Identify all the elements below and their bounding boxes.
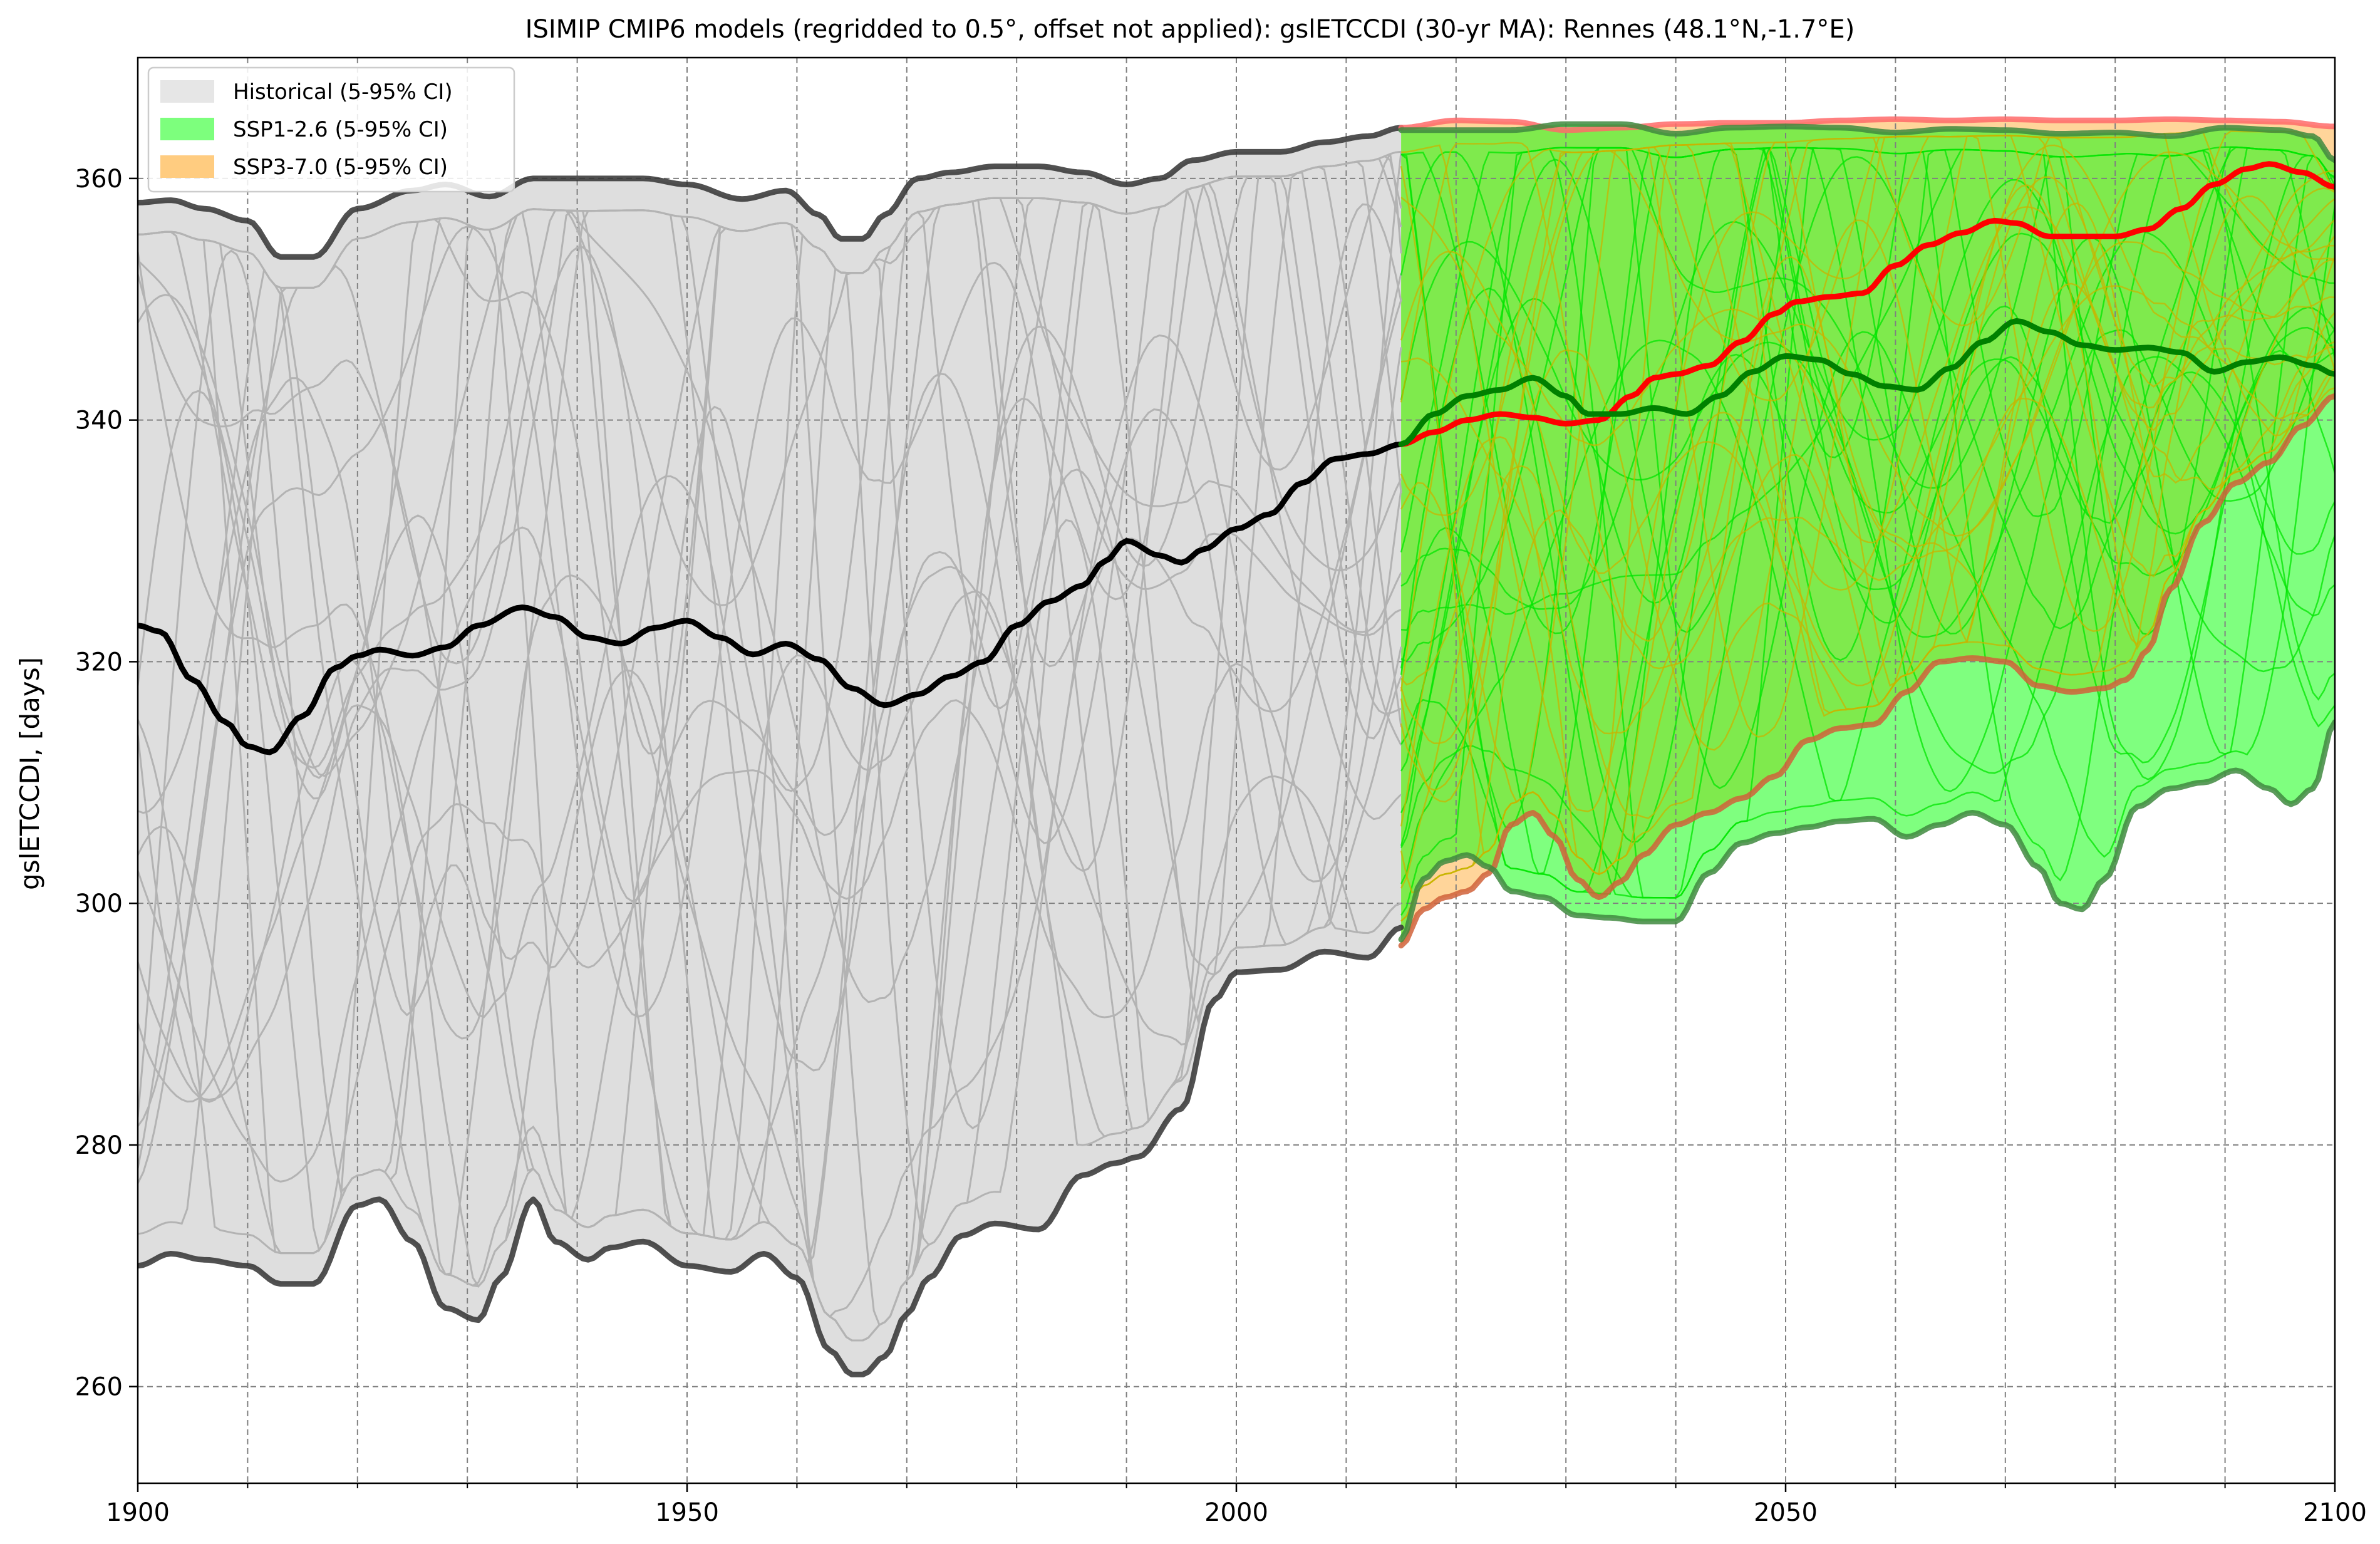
y-tick-label: 300	[75, 889, 123, 918]
ssp126-member-line	[1400, 146, 2335, 899]
ssp126-member-line	[1400, 147, 2335, 843]
chart-title: ISIMIP CMIP6 models (regridded to 0.5°, …	[525, 15, 1855, 44]
plot-area	[137, 56, 2336, 1484]
legend-label: SSP1-2.6 (5-95% CI)	[233, 117, 448, 142]
legend: Historical (5-95% CI) SSP1-2.6 (5-95% CI)…	[147, 66, 515, 193]
y-tick-label: 340	[75, 407, 123, 435]
ssp370-member-line	[1400, 130, 2335, 803]
ssp370-member-line	[1400, 142, 2335, 692]
historical-member-line	[138, 152, 1402, 1184]
series-line-ssp126-p05	[1398, 719, 2335, 943]
ssp126-member-line	[1401, 147, 2335, 661]
historical-member-line	[138, 197, 1402, 1267]
series-line-hist-median	[138, 441, 1404, 755]
legend-box	[147, 66, 515, 193]
series-line-ssp370-p05	[1398, 393, 2335, 949]
series-line-hist-p05	[138, 925, 1404, 1377]
legend-swatch	[160, 118, 214, 140]
ssp370-member-line	[1400, 135, 2335, 686]
x-tick-label: 1950	[655, 1498, 719, 1527]
series-line-ssp370-p95	[1398, 116, 2335, 133]
y-tick-label: 260	[75, 1373, 123, 1402]
legend-swatch	[160, 155, 214, 178]
x-tick-label: 2000	[1204, 1498, 1268, 1527]
y-axis-label: gslETCCDI, [days]	[14, 657, 45, 890]
x-tick-label: 1900	[106, 1498, 170, 1527]
series-line-ssp126-median	[1398, 318, 2335, 447]
legend-swatch	[160, 80, 214, 103]
ssp370-member-line	[1400, 142, 2335, 894]
ssp126-member-line	[1400, 147, 2335, 728]
ssp370-member-line	[1400, 150, 2335, 791]
ssp370-member-line	[1400, 144, 2335, 687]
ssp126-member-line	[1400, 147, 2335, 814]
historical-member-line	[138, 155, 1402, 1288]
series-line-ssp126-p95	[1398, 121, 2335, 163]
series-lines	[138, 116, 2335, 1377]
x-tick-label: 2100	[2303, 1498, 2367, 1527]
series-line-hist-p95	[138, 125, 1404, 260]
legend-label: Historical (5-95% CI)	[233, 80, 453, 105]
ssp370-member-line	[1400, 132, 2335, 591]
series-line-ssp370-median	[1398, 161, 2335, 447]
ssp370-member-line	[1400, 151, 2335, 559]
x-axis-ticks: 1900 1950 2000 2050 2100	[106, 1483, 2367, 1527]
ssp370-member-line	[1400, 285, 2335, 922]
historical-member-line	[138, 299, 1402, 1241]
ssp126-member-line	[1400, 339, 2335, 884]
y-tick-label: 360	[75, 165, 123, 194]
ssp370-member-line	[1401, 135, 2335, 812]
x-tick-label: 2050	[1754, 1498, 1818, 1527]
y-tick-label: 280	[75, 1131, 123, 1160]
model-member-lines	[138, 130, 2335, 1342]
legend-label: SSP3-7.0 (5-95% CI)	[233, 155, 448, 180]
ssp126-member-line	[1400, 147, 2335, 916]
ssp126-member-line	[1400, 147, 2335, 829]
y-tick-label: 320	[75, 648, 123, 676]
y-axis-ticks: 260 280 300 320 340 360	[75, 165, 138, 1402]
ssp370-member-line	[1400, 187, 2335, 876]
historical-member-line	[138, 152, 1402, 1241]
historical-member-line	[138, 662, 1402, 1255]
